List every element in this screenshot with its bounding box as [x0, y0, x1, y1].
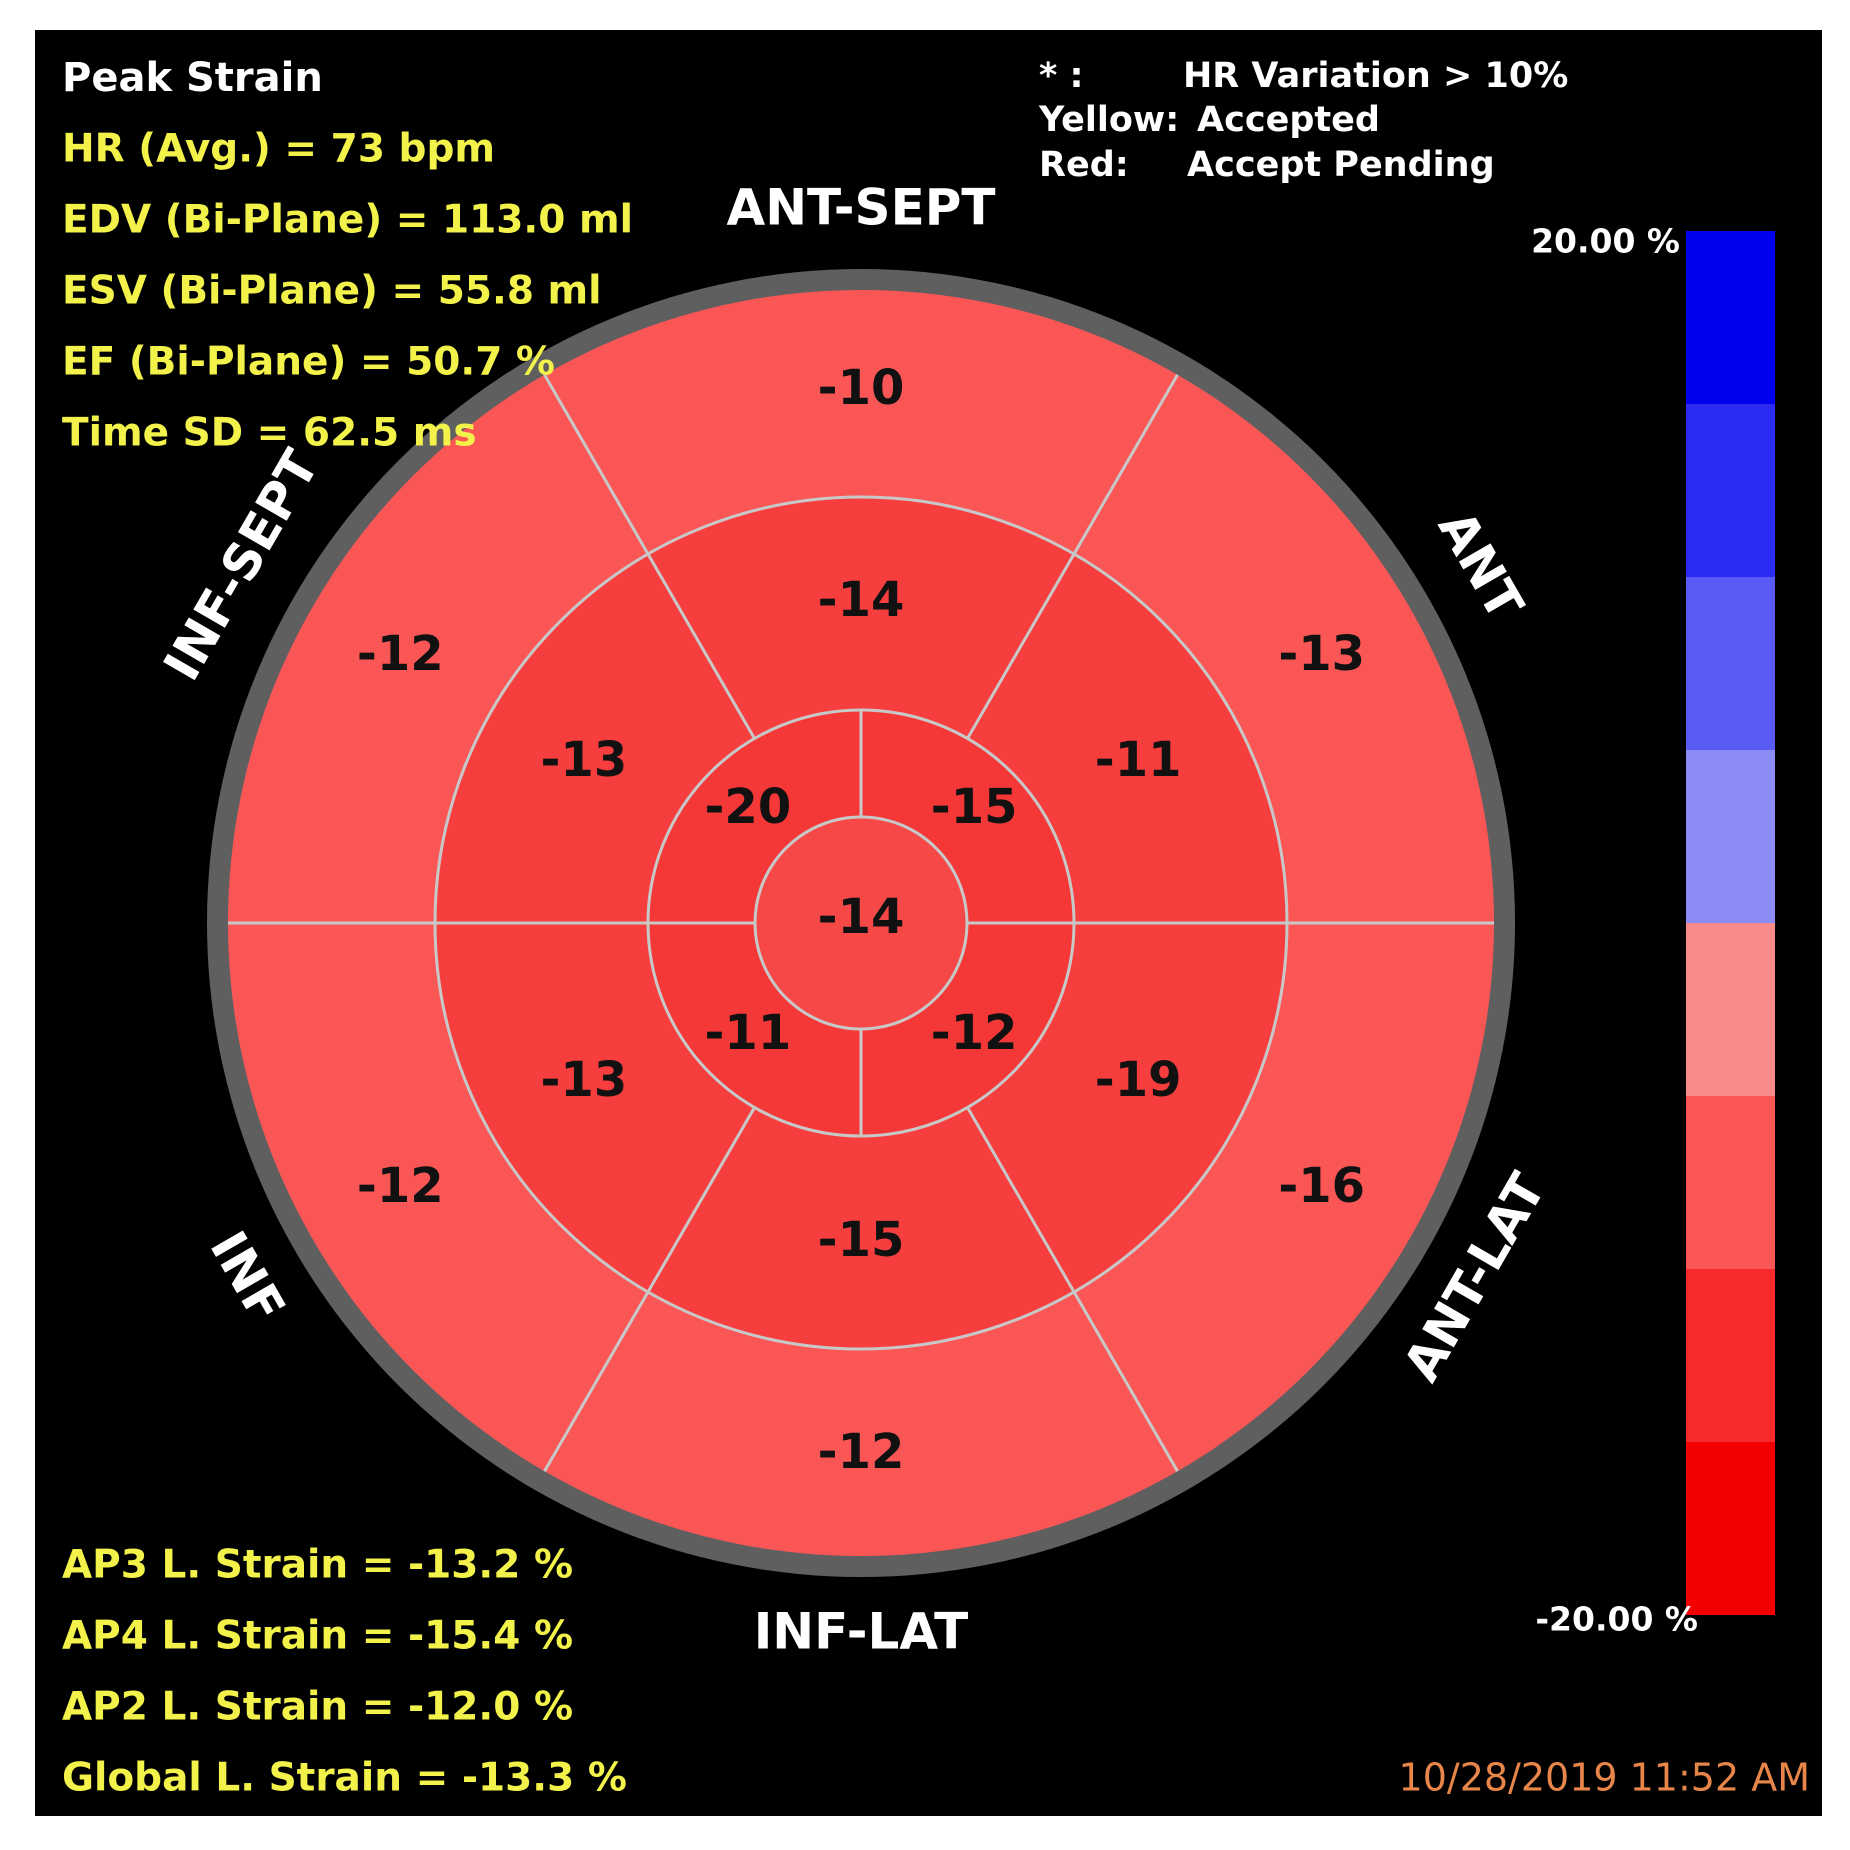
apex-disc — [755, 817, 967, 1029]
segment-value: -15 — [818, 1212, 905, 1268]
segment-value: -13 — [541, 732, 628, 788]
segment-value: -12 — [357, 1158, 444, 1214]
segment-value: -14 — [818, 572, 905, 628]
colorbar-band — [1686, 750, 1775, 924]
segment-value: -20 — [705, 779, 792, 835]
colorbar-band — [1686, 577, 1775, 751]
strain-line: AP3 L. Strain = -13.2 % — [62, 1543, 573, 1588]
info-line: ESV (Bi-Plane) = 55.8 ml — [62, 269, 602, 314]
segment-value: -16 — [1278, 1158, 1365, 1214]
legend-text: HR Variation > 10% — [1183, 56, 1568, 96]
segment-value: -12 — [357, 626, 444, 682]
segment-line — [966, 374, 1179, 740]
segment-value: -11 — [1095, 732, 1182, 788]
colorbar-min: -20.00 % — [1535, 1600, 1698, 1639]
info-line: HR (Avg.) = 73 bpm — [62, 127, 495, 172]
colorbar-max: 20.00 % — [1531, 222, 1680, 261]
colorbar-band — [1686, 1269, 1775, 1443]
timestamp: 10/28/2019 11:52 AM — [1399, 1756, 1810, 1800]
legend-text: Accepted — [1197, 100, 1380, 140]
bullseye — [207, 269, 1515, 1577]
segment-line — [543, 374, 756, 740]
segment-line — [543, 1106, 756, 1472]
segment-value: -11 — [705, 1005, 792, 1061]
segment-value: -13 — [1278, 626, 1365, 682]
legend-text: Accept Pending — [1187, 145, 1495, 185]
segment-value: -14 — [818, 889, 905, 945]
segment-value: -12 — [818, 1424, 905, 1480]
colorbar-band — [1686, 231, 1775, 405]
title: Peak Strain — [62, 55, 323, 101]
strain-line: AP4 L. Strain = -15.4 % — [62, 1614, 573, 1659]
info-line: EF (Bi-Plane) = 50.7 % — [62, 340, 555, 385]
legend-key: Red: — [1039, 145, 1129, 185]
wall-label: ANT-SEPT — [727, 179, 996, 237]
info-line: EDV (Bi-Plane) = 113.0 ml — [62, 198, 633, 243]
colorbar-band — [1686, 404, 1775, 578]
strain-line: Global L. Strain = -13.3 % — [62, 1756, 627, 1801]
strain-line: AP2 L. Strain = -12.0 % — [62, 1685, 573, 1730]
colorbar-band — [1686, 1096, 1775, 1270]
legend-key: Yellow: — [1038, 100, 1179, 140]
segment-value: -13 — [541, 1052, 628, 1108]
wall-label: INF-LAT — [754, 1603, 969, 1661]
segment-line — [966, 1106, 1179, 1472]
segment-value: -10 — [818, 360, 905, 416]
info-line: Time SD = 62.5 ms — [62, 411, 477, 456]
segment-value: -19 — [1095, 1052, 1182, 1108]
colorbar: 20.00 % -20.00 % — [1531, 222, 1775, 1639]
segment-value: -15 — [931, 779, 1018, 835]
colorbar-band — [1686, 923, 1775, 1097]
segment-value: -12 — [931, 1005, 1018, 1061]
legend-key: * : — [1039, 56, 1084, 96]
colorbar-band — [1686, 1442, 1775, 1615]
